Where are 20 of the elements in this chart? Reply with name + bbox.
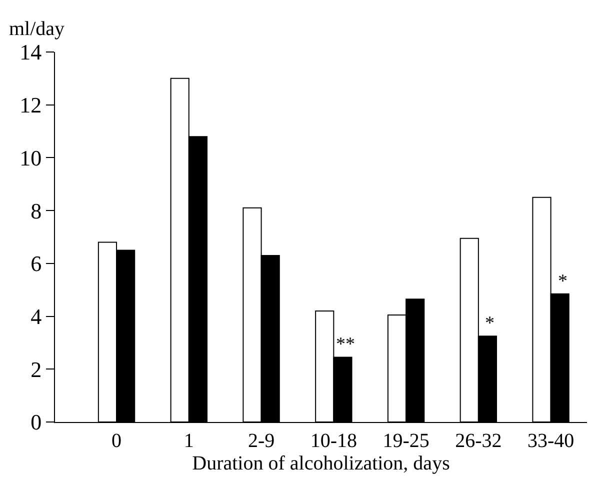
annotation: ** <box>336 334 355 355</box>
y-tick-label: 14 <box>20 40 42 65</box>
y-tick-label: 0 <box>30 410 42 435</box>
y-tick-label: 2 <box>30 356 42 382</box>
annotation: * <box>558 271 568 292</box>
x-tick-label: 0 <box>112 430 122 452</box>
y-tick-label: 8 <box>30 198 42 224</box>
x-axis-title: Duration of alcoholization, days <box>192 452 450 474</box>
x-tick-label: 1 <box>184 430 194 452</box>
y-axis-title: ml/day <box>9 18 65 40</box>
x-tick-label: 19-25 <box>382 430 430 452</box>
y-tick-label: 6 <box>30 251 42 276</box>
y-tick-label: 10 <box>20 145 42 170</box>
x-tick-label: 10-18 <box>310 430 358 452</box>
y-tick-label: 12 <box>20 92 42 118</box>
x-tick-label: 33-40 <box>527 430 574 452</box>
annotation: * <box>485 313 494 334</box>
y-tick-label: 4 <box>30 304 42 329</box>
x-tick-label: 26-32 <box>455 430 502 452</box>
x-tick-label: 2-9 <box>248 430 275 452</box>
